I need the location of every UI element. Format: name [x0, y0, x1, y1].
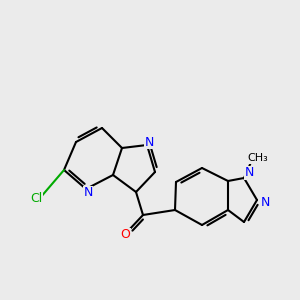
Text: CH₃: CH₃	[248, 153, 268, 163]
Text: N: N	[260, 196, 270, 208]
Text: N: N	[83, 187, 93, 200]
Text: Cl: Cl	[30, 191, 42, 205]
Text: N: N	[144, 136, 154, 148]
Text: O: O	[120, 229, 130, 242]
Text: N: N	[244, 167, 254, 179]
